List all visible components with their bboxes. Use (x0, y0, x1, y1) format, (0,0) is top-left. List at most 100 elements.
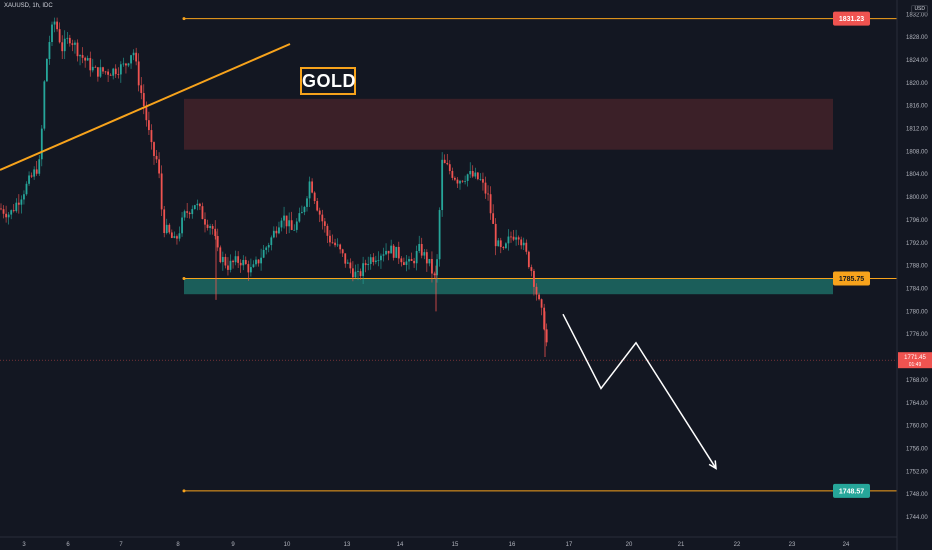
candle-body (408, 259, 410, 262)
level-anchor[interactable] (182, 276, 186, 280)
candle (461, 180, 464, 183)
candle-body (341, 249, 344, 254)
level-anchor[interactable] (182, 489, 186, 493)
currency-label[interactable]: USD (911, 5, 928, 13)
candle-body (420, 243, 423, 256)
candle (359, 268, 362, 280)
candle-body (89, 58, 92, 71)
candle (247, 260, 250, 281)
level-anchor[interactable] (182, 17, 186, 21)
candle (530, 264, 533, 277)
candle-body (137, 61, 140, 86)
price-tick-label: 1804.00 (906, 172, 928, 178)
level-price-tag[interactable] (833, 271, 870, 286)
candle-body (178, 233, 181, 239)
time-tick-label: 24 (843, 542, 850, 548)
candle-body (397, 246, 400, 259)
candle (56, 17, 58, 32)
price-axis[interactable]: 1744.00 1748.00 1752.00 1756.00 1760.00 1764.… (906, 12, 928, 521)
candle (543, 303, 546, 331)
candle-body (517, 237, 520, 240)
candle-body (374, 260, 377, 263)
candle-body (522, 242, 525, 246)
candle-body (482, 179, 484, 183)
candle (423, 249, 426, 260)
candle-body (61, 42, 64, 52)
candle (499, 237, 502, 254)
candle (201, 202, 204, 220)
candle-body (487, 193, 489, 195)
candle (471, 165, 474, 178)
candle-body (237, 256, 240, 263)
candle (148, 111, 150, 136)
candle (35, 160, 38, 176)
gold-title-box[interactable]: GOLD (300, 67, 356, 95)
candle (425, 249, 428, 272)
time-tick-label: 8 (176, 542, 180, 548)
candle (53, 17, 56, 33)
time-axis[interactable]: 3 6 7 8 9 10 13 14 15 16 17 20 21 22 23 24 (22, 542, 850, 548)
candle-body (63, 38, 66, 52)
candle-body (418, 243, 421, 251)
candle (125, 62, 127, 74)
candle (114, 64, 117, 78)
candle (306, 196, 308, 212)
support-zone[interactable] (184, 278, 833, 295)
candle-body (400, 258, 403, 263)
candle (285, 215, 288, 234)
rising-trendline[interactable] (0, 43, 291, 171)
candle (109, 73, 112, 76)
candle (374, 255, 377, 265)
candle-body (219, 247, 222, 263)
candle-body (140, 85, 143, 94)
candle (206, 219, 209, 231)
candle-body (176, 236, 178, 239)
trendline-layer[interactable] (0, 43, 291, 171)
candle-body (543, 307, 546, 330)
level-price-tag[interactable] (833, 483, 870, 498)
candle (99, 59, 102, 78)
candle (89, 51, 92, 77)
candle (58, 22, 61, 44)
candle (278, 221, 280, 235)
candle (104, 70, 107, 75)
level-price-tag[interactable] (833, 11, 870, 26)
candle (107, 68, 109, 83)
candle-body (502, 247, 505, 249)
candle-body (339, 244, 342, 250)
candle (400, 256, 403, 267)
candle-body (293, 229, 296, 231)
candle-body (346, 262, 349, 264)
candle (448, 160, 451, 175)
candle-body (471, 171, 474, 177)
candle-body (145, 106, 148, 121)
price-tick-label: 1788.00 (906, 264, 928, 270)
projection-arrowhead[interactable] (708, 460, 717, 470)
candle (403, 257, 405, 266)
candle-body (81, 55, 84, 58)
candle-body (193, 205, 196, 210)
candle-body (349, 262, 352, 269)
candle (160, 165, 163, 216)
candle (270, 235, 273, 251)
price-tick-label: 1776.00 (906, 332, 928, 338)
time-tick-label: 14 (397, 542, 404, 548)
candle (456, 177, 459, 188)
resistance-zone[interactable] (184, 98, 833, 150)
candle (23, 190, 25, 205)
candle (86, 55, 89, 61)
candle (415, 245, 418, 271)
candle-body (160, 173, 163, 210)
candle-body (443, 159, 446, 164)
projection-layer[interactable] (562, 313, 717, 470)
candle-body (99, 67, 102, 77)
candle-body (377, 260, 380, 262)
candle-body (211, 226, 214, 229)
candle-body (336, 244, 339, 246)
projection-path[interactable] (562, 313, 717, 469)
candle-body (102, 67, 104, 72)
candle-body (51, 24, 53, 43)
candle (313, 191, 316, 205)
